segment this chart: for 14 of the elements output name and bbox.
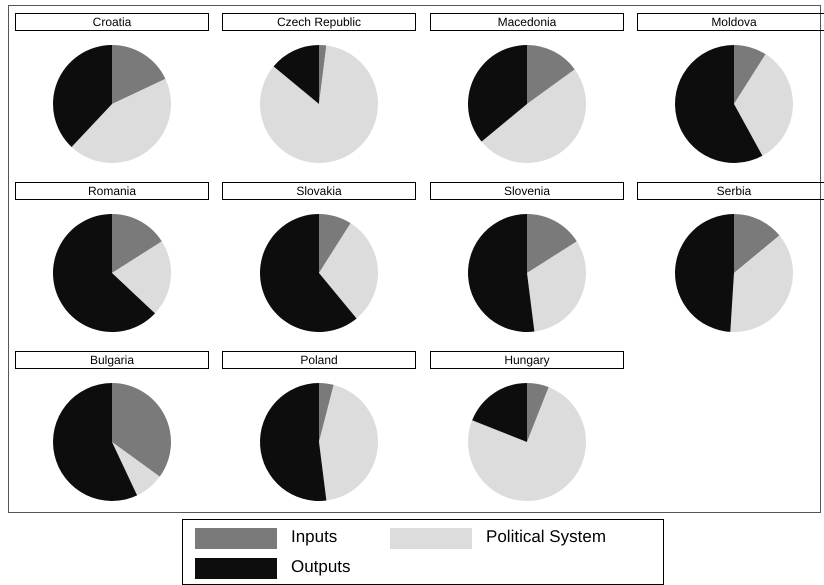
- chart-title: Poland: [222, 351, 416, 369]
- chart-title: Slovenia: [430, 182, 624, 200]
- chart-title: Czech Republic: [222, 13, 416, 31]
- legend-label: Outputs: [291, 556, 351, 578]
- chart-title: Serbia: [637, 182, 824, 200]
- chart-title: Croatia: [15, 13, 209, 31]
- legend-label: Political System: [486, 526, 606, 548]
- chart-title: Bulgaria: [15, 351, 209, 369]
- chart-title: Hungary: [430, 351, 624, 369]
- legend-label: Inputs: [291, 526, 338, 548]
- chart-title: Macedonia: [430, 13, 624, 31]
- chart-title: Moldova: [637, 13, 824, 31]
- chart-title: Romania: [15, 182, 209, 200]
- chart-title: Slovakia: [222, 182, 416, 200]
